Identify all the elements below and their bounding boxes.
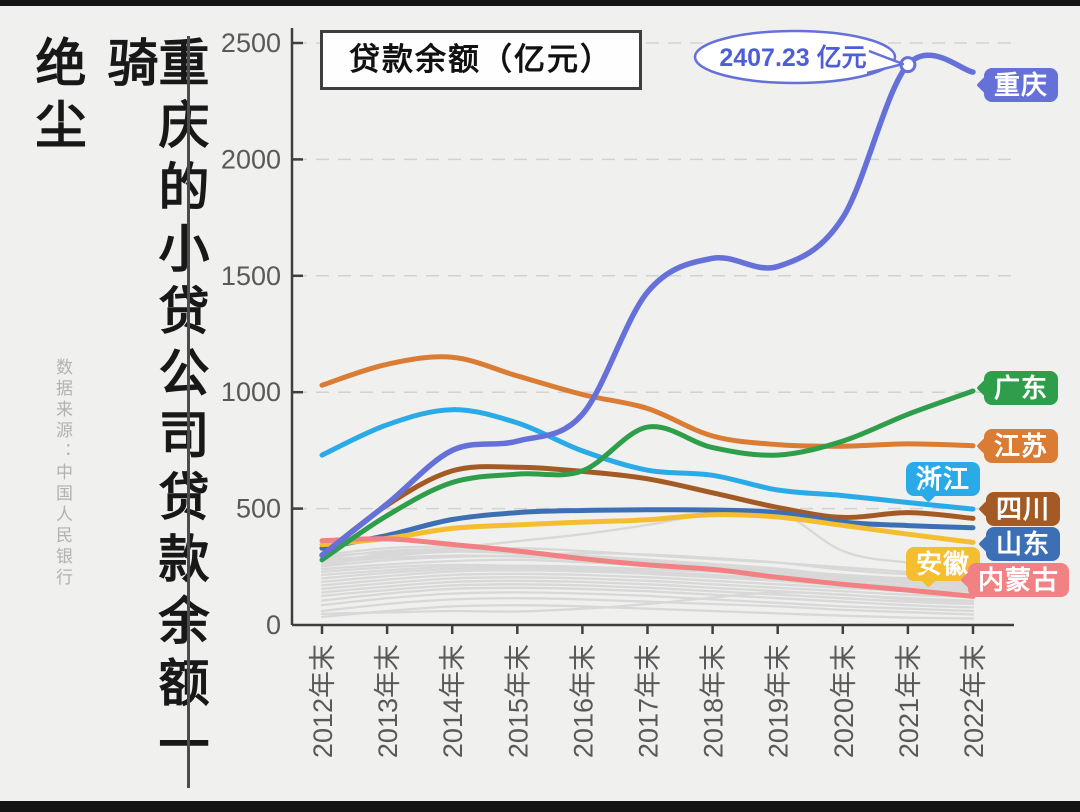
axes bbox=[290, 28, 1014, 627]
background-line bbox=[320, 591, 975, 613]
background-line bbox=[320, 586, 975, 609]
background-line bbox=[320, 591, 975, 615]
x-tick-label: 2020年末 bbox=[829, 644, 859, 758]
annotation-callout: 2407.23 亿元 bbox=[693, 29, 917, 85]
line-guangdong bbox=[319, 388, 976, 563]
line-chongqing bbox=[319, 52, 976, 558]
series-label-chongqing: 重庆 bbox=[984, 68, 1059, 102]
x-tick-label: 2012年末 bbox=[308, 644, 338, 758]
line-shandong bbox=[319, 507, 976, 551]
data-source-note: 数据来源：中国人民银行 bbox=[53, 358, 72, 589]
line-anhui bbox=[319, 512, 976, 548]
line-jiangsu bbox=[319, 354, 976, 449]
x-tick-label: 2019年末 bbox=[764, 644, 794, 758]
series-label-neimenggu: 内蒙古 bbox=[968, 563, 1070, 597]
chart-legend-box: 贷款余额（亿元） bbox=[320, 30, 642, 90]
y-tick-label: 1000 bbox=[221, 377, 281, 407]
background-line bbox=[320, 564, 975, 587]
page-title-main: 重庆的小贷公司贷款余额一骑 bbox=[100, 36, 208, 780]
series-label-shandong: 山东 bbox=[986, 527, 1061, 561]
x-tick-label: 2015年末 bbox=[503, 644, 533, 758]
frame-border-top bbox=[0, 0, 1080, 6]
series-label-sichuan: 四川 bbox=[986, 492, 1061, 526]
callout-bubble bbox=[693, 29, 897, 85]
background-line bbox=[320, 597, 975, 616]
chart-plot-area: 0 500 1000 1500 2000 2500 2012年末 2013年末 2014年末 20… bbox=[221, 28, 1014, 758]
callout-value-label: 2407.23 亿元 bbox=[719, 44, 866, 72]
x-tick-label: 2017年末 bbox=[634, 644, 664, 758]
y-tick-label: 0 bbox=[266, 610, 281, 640]
series-label-zhejiang: 浙江 bbox=[906, 462, 981, 496]
title-divider-line bbox=[187, 36, 190, 788]
x-tick-label: 2021年末 bbox=[894, 644, 924, 758]
x-tick-label: 2014年末 bbox=[438, 644, 468, 758]
y-tick-label: 2000 bbox=[221, 144, 281, 174]
frame-border-bottom bbox=[0, 801, 1080, 812]
page-title-tail: 绝尘 bbox=[28, 36, 85, 160]
background-line bbox=[320, 576, 975, 599]
y-tick-label: 1500 bbox=[221, 261, 281, 291]
series-label-guangdong: 广东 bbox=[984, 371, 1059, 405]
line-neimenggu bbox=[319, 536, 976, 599]
y-tick-label: 2500 bbox=[221, 28, 281, 58]
background-line bbox=[320, 549, 975, 599]
y-tick-label: 500 bbox=[236, 494, 281, 524]
x-tick-label: 2016年末 bbox=[568, 644, 598, 758]
line-sichuan bbox=[319, 464, 976, 558]
line-zhejiang bbox=[319, 407, 976, 512]
background-line bbox=[320, 604, 975, 620]
background-line bbox=[320, 583, 975, 606]
callout-tail bbox=[866, 49, 905, 75]
x-tick-label: 2018年末 bbox=[699, 644, 729, 758]
series-label-jiangsu: 江苏 bbox=[984, 429, 1059, 463]
background-line bbox=[320, 572, 975, 595]
background-line bbox=[320, 552, 975, 578]
x-tick-label: 2022年末 bbox=[959, 644, 989, 758]
x-tick-label: 2013年末 bbox=[373, 644, 403, 758]
